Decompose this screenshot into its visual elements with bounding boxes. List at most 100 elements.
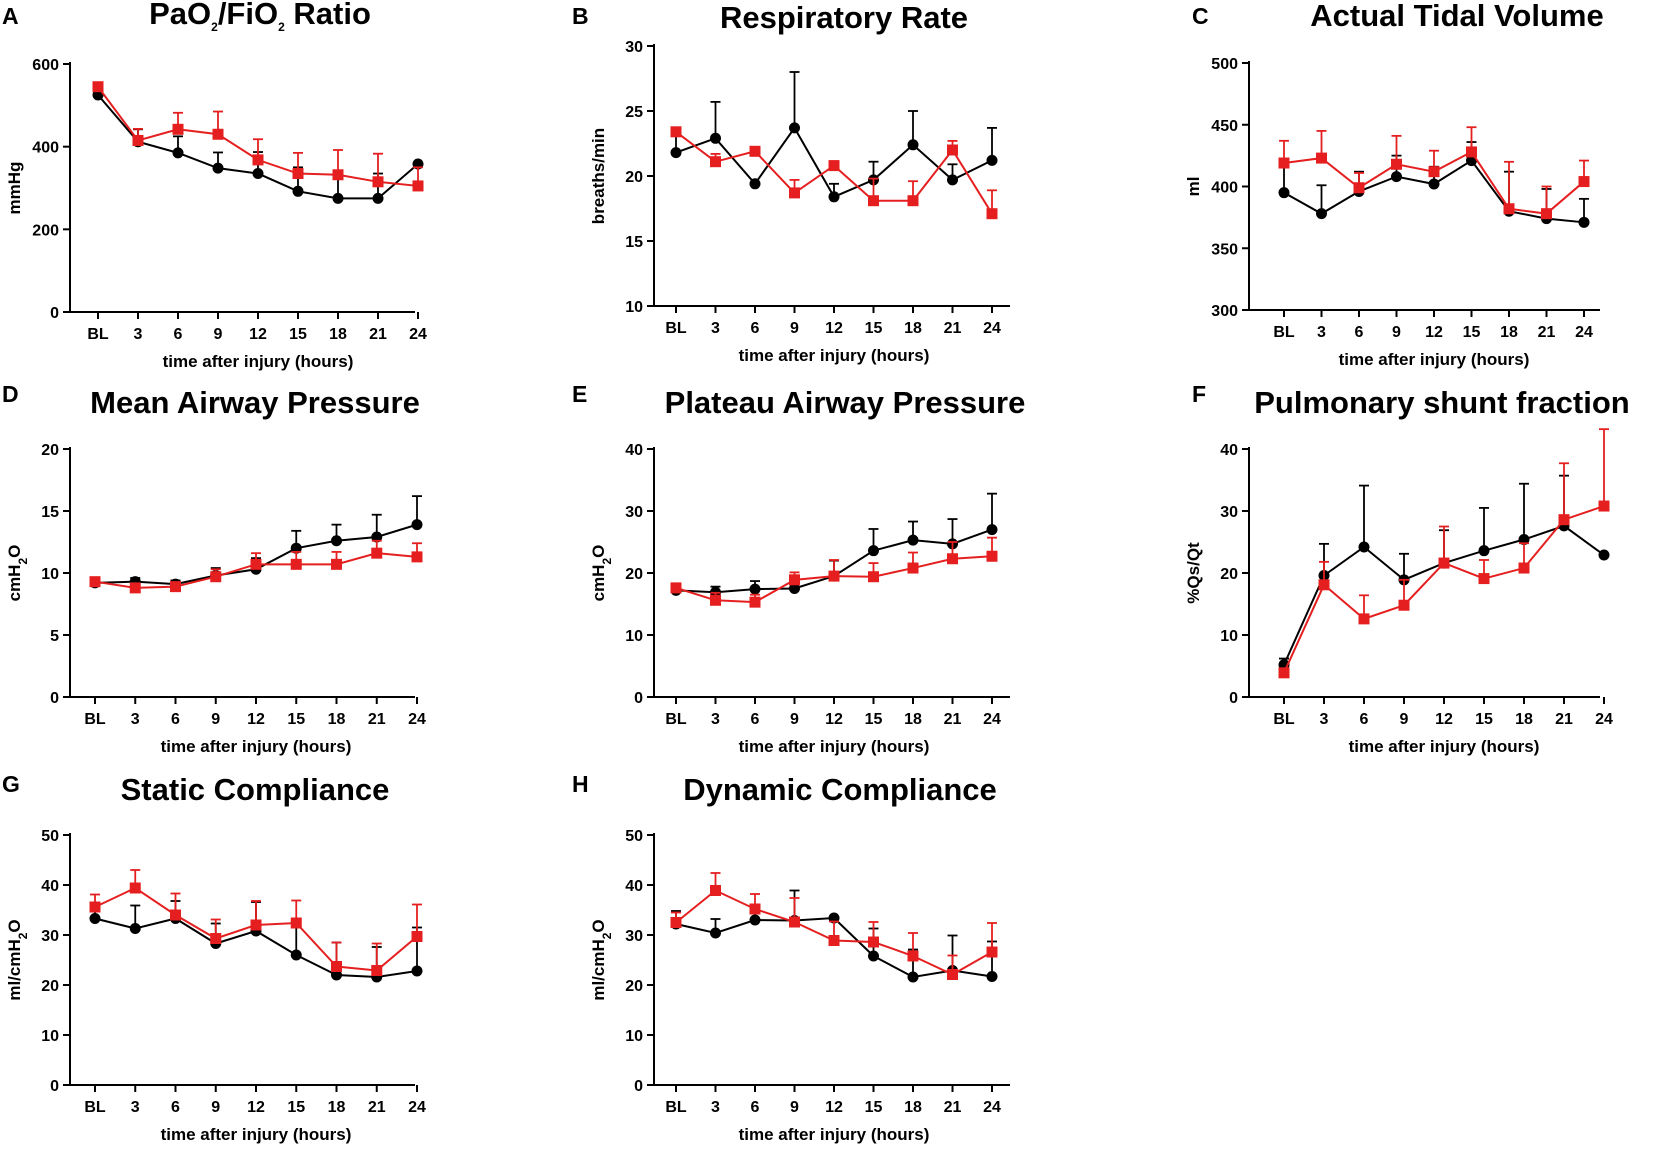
chart_data.0.title-sub1: 2	[211, 20, 218, 34]
data-point	[210, 571, 222, 583]
y-tick-label: 10	[1220, 628, 1238, 645]
data-point	[210, 933, 222, 944]
data-point	[372, 176, 384, 188]
x-tick-label: 18	[328, 1099, 346, 1116]
data-point	[670, 147, 682, 159]
y-tick-label: 30	[41, 928, 59, 945]
data-point	[1518, 534, 1530, 546]
data-point	[1466, 146, 1477, 158]
chart-title: Dynamic Compliance	[683, 772, 997, 807]
data-point	[1558, 514, 1570, 526]
data-point	[332, 192, 344, 204]
x-tick-label: 6	[751, 320, 760, 337]
y-tick-label: 0	[50, 690, 59, 707]
x-tick-label: 3	[134, 326, 143, 343]
x-tick-label: 9	[790, 711, 799, 728]
chart_data.4.ylabel-pre: cmH	[589, 565, 608, 602]
x-tick-label: 15	[865, 711, 883, 728]
x-tick-label: 9	[211, 711, 220, 728]
x-tick-label: 15	[1463, 324, 1481, 341]
x-axis-label: time after injury (hours)	[739, 737, 930, 756]
x-tick-label: 12	[249, 326, 267, 343]
chart_data.6.ylabel-sub1: 2	[16, 932, 30, 939]
x-tick-label: 9	[1400, 711, 1409, 728]
data-point	[1316, 152, 1327, 164]
panel-letter: D	[2, 381, 19, 407]
data-point	[789, 583, 800, 594]
x-tick-label: 18	[328, 711, 346, 728]
series-red	[89, 539, 423, 594]
x-tick-label: 18	[904, 320, 922, 337]
x-tick-label: 9	[214, 326, 223, 343]
data-point	[710, 594, 721, 606]
x-tick-label: BL	[665, 1099, 687, 1116]
x-tick-label: 9	[211, 1099, 220, 1116]
series-black	[670, 492, 998, 598]
data-point	[828, 570, 840, 582]
x-tick-label: BL	[1273, 324, 1295, 341]
data-point	[1503, 203, 1515, 215]
x-tick-label: 9	[790, 320, 799, 337]
x-tick-label: BL	[84, 711, 106, 728]
data-point	[1391, 171, 1402, 183]
x-tick-label: BL	[665, 711, 687, 728]
data-point	[292, 185, 304, 197]
data-point	[670, 582, 682, 594]
y-tick-label: 40	[625, 442, 643, 459]
data-point	[89, 901, 101, 913]
x-tick-label: 3	[711, 1099, 720, 1116]
x-tick-label: 21	[368, 711, 386, 728]
data-point	[710, 132, 721, 144]
data-point	[1353, 182, 1365, 194]
x-tick-label: 21	[944, 1099, 962, 1116]
series-red	[89, 869, 423, 976]
y-tick-label: 40	[1220, 442, 1238, 459]
panel-c: C Actual Tidal Volume 300 350 400 450 500 BL 3 6 9…	[1184, 0, 1604, 369]
data-point	[1278, 667, 1290, 679]
y-tick-label: 600	[32, 57, 59, 74]
y-tick-label: 200	[32, 222, 59, 239]
series-black	[1278, 474, 1610, 671]
chart_data.2.title-pre: Actual Tidal Volume	[1310, 0, 1603, 33]
x-tick-label: 21	[368, 1099, 386, 1116]
data-point	[1438, 557, 1450, 569]
x-tick-label: 21	[944, 711, 962, 728]
data-point	[212, 162, 224, 174]
x-tick-label: 15	[287, 1099, 305, 1116]
x-tick-label: 15	[865, 1099, 883, 1116]
data-point	[92, 81, 104, 93]
data-point	[749, 903, 761, 915]
chart_data.4.title-pre: Plateau Airway Pressure	[665, 385, 1026, 420]
y-tick-label: 20	[1220, 566, 1238, 583]
y-tick-label: 40	[625, 878, 643, 895]
data-point	[749, 178, 761, 190]
data-point	[331, 535, 342, 547]
x-tick-label: 24	[1575, 324, 1593, 341]
data-point	[371, 531, 383, 543]
y-tick-label: 10	[625, 1028, 643, 1045]
y-tick-label: 450	[1211, 118, 1238, 135]
data-point	[411, 965, 423, 977]
x-tick-label: 21	[1538, 324, 1556, 341]
chart_data.7.ylabel-sub1: 2	[600, 932, 614, 939]
x-tick-label: 24	[1595, 711, 1613, 728]
y-tick-label: 0	[50, 305, 59, 322]
x-tick-label: 6	[174, 326, 183, 343]
chart-title: Plateau Airway Pressure	[665, 385, 1026, 420]
x-tick-label: 3	[131, 711, 140, 728]
data-point	[1541, 208, 1552, 220]
data-point	[947, 553, 958, 565]
y-tick-label: 0	[634, 1078, 643, 1095]
x-tick-label: 12	[825, 320, 843, 337]
series-red	[670, 126, 998, 220]
y-tick-label: 20	[625, 566, 643, 583]
data-point	[947, 174, 958, 186]
chart_data.4.ylabel-mid: O	[589, 545, 608, 558]
panel-d: D Mean Airway Pressure 0 5 10 15 20 BL 3 6 9 12 15 18…	[2, 381, 426, 756]
data-point	[986, 946, 998, 958]
chart_data.3.ylabel-sub1: 2	[16, 558, 30, 565]
data-point	[250, 919, 262, 931]
y-axis-label: cmH2O	[5, 545, 30, 602]
data-point	[868, 195, 879, 207]
chart_data.0.ylabel-pre: mmHg	[5, 162, 24, 215]
